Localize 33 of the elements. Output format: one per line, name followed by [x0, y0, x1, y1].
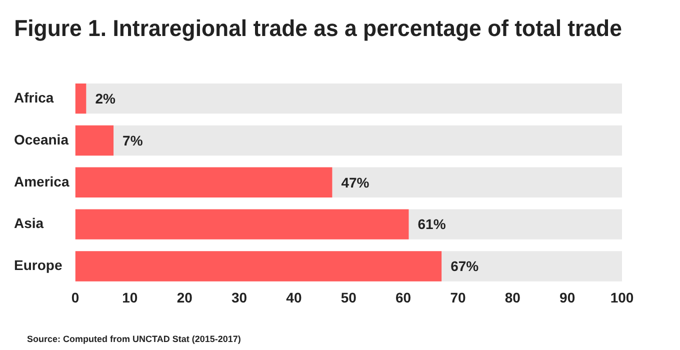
source-note: Source: Computed from UNCTAD Stat (2015-2017) [27, 334, 241, 344]
bar [75, 209, 409, 240]
bar [86, 83, 622, 114]
data-label: 67% [450, 258, 480, 274]
x-tick-label: 20 [176, 289, 193, 306]
y-tick-label: Oceania [14, 131, 69, 148]
data-label: 7% [122, 132, 144, 148]
x-tick-label: 80 [504, 289, 521, 306]
x-tick-label: 60 [396, 289, 412, 306]
bar [442, 251, 622, 282]
data-label: 61% [418, 216, 446, 232]
data-label: 47% [341, 174, 370, 190]
bar [332, 167, 622, 198]
y-tick-label: Asia [14, 215, 44, 232]
bar [75, 251, 442, 282]
bar [408, 209, 622, 240]
x-tick-label: 0 [71, 289, 80, 306]
x-tick-label: 10 [122, 289, 138, 306]
y-tick-label: America [14, 173, 70, 190]
bar [75, 83, 86, 114]
x-tick-label: 40 [286, 289, 302, 306]
x-tick-label: 50 [340, 289, 357, 306]
x-tick-label: 70 [450, 289, 466, 306]
y-tick-label: Africa [14, 89, 54, 106]
x-tick-label: 30 [231, 289, 248, 306]
y-tick-label: Europe [14, 257, 62, 274]
bar [75, 167, 332, 198]
x-tick-label: 90 [560, 289, 576, 306]
chart-title: Figure 1. Intraregional trade as a percentage of total trade [14, 16, 622, 42]
bar [75, 125, 114, 156]
data-label: 2% [95, 90, 116, 106]
bar [114, 125, 622, 156]
x-tick-label: 100 [610, 289, 634, 306]
